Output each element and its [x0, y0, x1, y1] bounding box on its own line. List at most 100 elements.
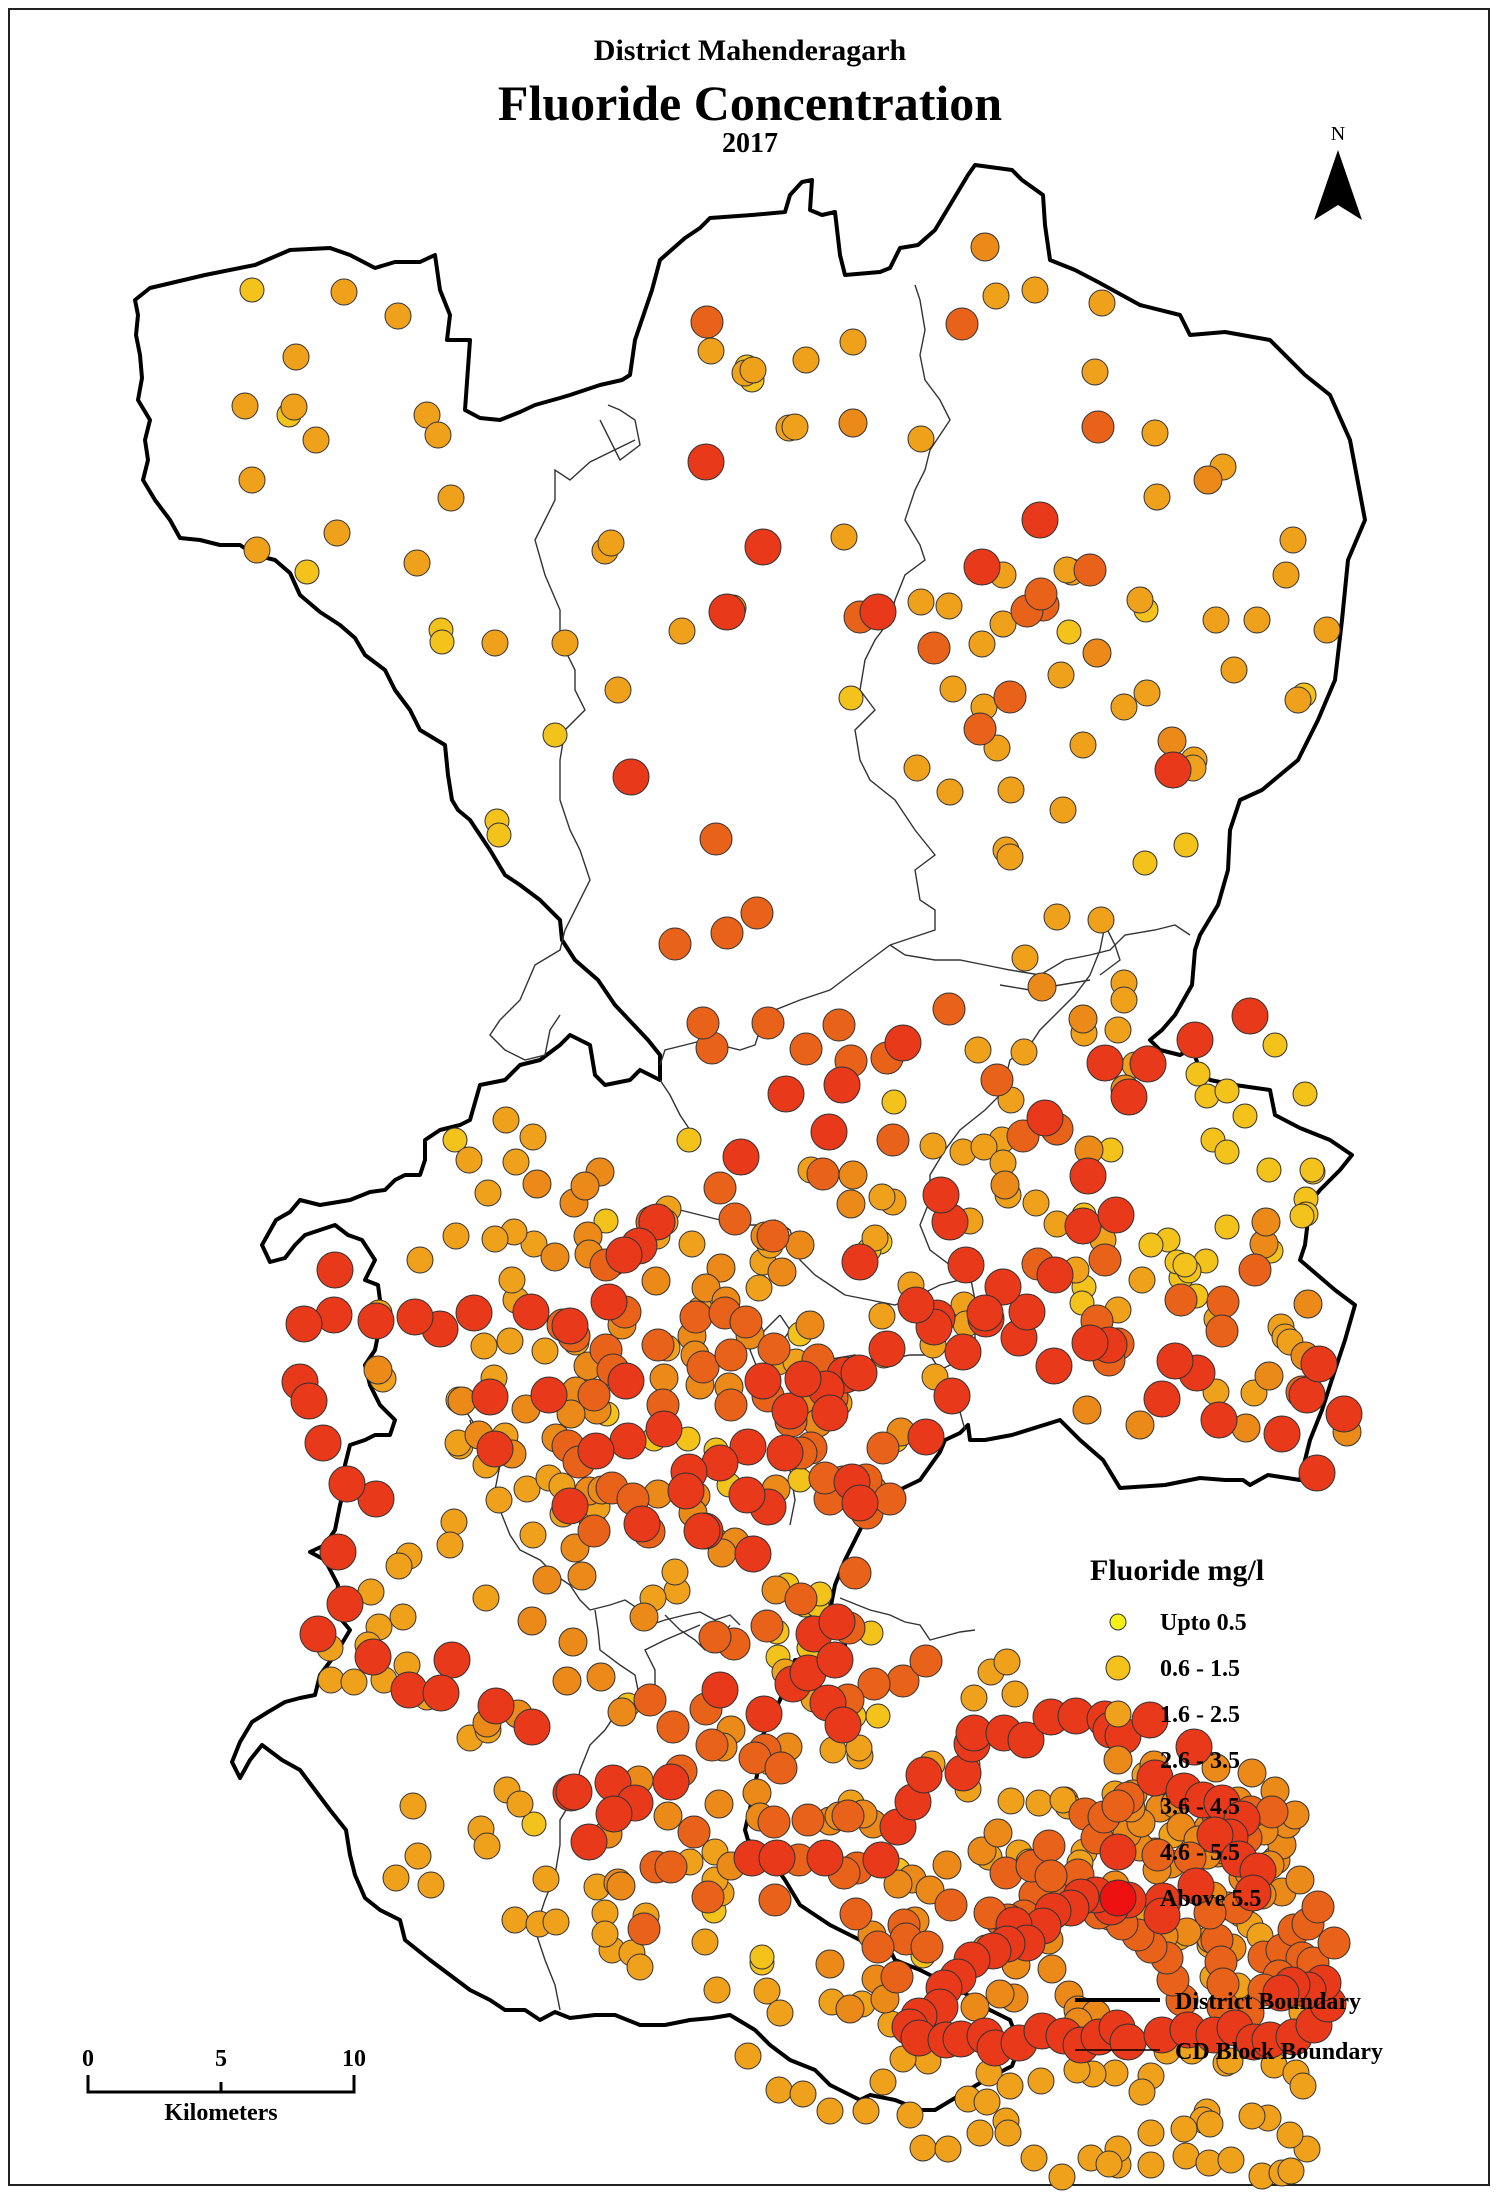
sample-point — [570, 1823, 608, 1861]
sample-point — [1068, 1004, 1098, 1034]
sample-point — [1011, 944, 1039, 972]
sample-point — [905, 1756, 943, 1794]
sample-point — [1048, 2163, 1076, 2191]
sample-point — [1193, 465, 1223, 495]
sample-point — [577, 1432, 615, 1470]
sample-point — [960, 1684, 988, 1712]
sample-point — [552, 1666, 582, 1696]
sample-point — [758, 1839, 796, 1877]
sample-point — [363, 1355, 393, 1385]
sample-point — [481, 1225, 509, 1253]
sample-point — [947, 1246, 985, 1284]
sample-point — [326, 1585, 364, 1623]
sample-point — [1217, 2146, 1245, 2174]
legend-items: Upto 0.5 0.6 - 1.5 1.6 - 2.5 2.6 - 3.5 3.6 -… — [1099, 1610, 1261, 1917]
sample-point — [687, 443, 725, 481]
sample-point — [1049, 1786, 1077, 1814]
sample-point — [1301, 1890, 1335, 1924]
sample-point — [654, 1850, 688, 1884]
sample-point — [455, 1146, 483, 1174]
sample-point — [302, 426, 330, 454]
sample-point — [970, 232, 1000, 262]
sample-point — [963, 712, 997, 746]
sample-point — [753, 1977, 781, 2005]
sample-point — [734, 2042, 762, 2070]
sample-point — [667, 1472, 705, 1510]
sample-point — [485, 1486, 513, 1514]
sample-point — [1069, 731, 1097, 759]
sample-point — [686, 1006, 720, 1040]
sample-point — [1292, 1081, 1318, 1107]
sample-point — [758, 1883, 792, 1917]
sample-point — [718, 1202, 752, 1236]
sample-point — [993, 1648, 1021, 1676]
sample-point — [424, 421, 452, 449]
sample-point — [319, 1533, 357, 1571]
sample-point — [330, 278, 358, 306]
sample-points — [231, 232, 1363, 2191]
sample-point — [1263, 1415, 1301, 1453]
sample-point — [577, 1378, 611, 1412]
sample-point — [1010, 1038, 1038, 1066]
sample-point — [868, 1183, 896, 1211]
sample-point — [1047, 661, 1075, 689]
sample-point — [934, 1888, 968, 1922]
sample-point — [385, 1552, 413, 1580]
sample-point — [1024, 577, 1058, 611]
sample-point — [703, 1976, 731, 2004]
sample-point — [1289, 2072, 1317, 2100]
sample-point — [623, 1505, 661, 1543]
sample-point — [627, 1912, 661, 1946]
sample-point — [960, 1992, 990, 2022]
map-title: Fluoride Concentration — [497, 75, 1003, 131]
sample-point — [993, 680, 1027, 714]
sample-point — [1132, 850, 1158, 876]
sample-point — [498, 1266, 526, 1294]
sample-point — [1110, 693, 1138, 721]
sample-point — [606, 1871, 636, 1901]
legend-symbol — [1101, 1789, 1135, 1823]
sample-point — [1206, 1285, 1240, 1319]
sample-point — [1276, 2121, 1304, 2149]
sample-point — [861, 1224, 889, 1252]
sample-point — [1034, 1859, 1068, 1893]
sample-point — [1200, 1401, 1238, 1439]
sample-point — [447, 1386, 477, 1416]
sample-point — [477, 1687, 515, 1725]
sample-point — [1185, 1061, 1211, 1087]
sample-point — [676, 1127, 702, 1153]
legend-symbol — [1109, 1613, 1127, 1631]
map-year: 2017 — [722, 128, 778, 159]
sample-point — [294, 559, 320, 585]
sample-point — [1110, 1078, 1148, 1116]
sample-point — [881, 1089, 907, 1115]
sample-point — [896, 2101, 924, 2129]
legend-symbol — [1099, 1833, 1137, 1871]
sample-point — [506, 1790, 534, 1818]
sample-point — [422, 1674, 460, 1712]
scale-tick-10: 10 — [342, 2046, 366, 2072]
sample-point — [1125, 1410, 1155, 1440]
sample-point — [706, 1253, 736, 1283]
sample-point — [1072, 1395, 1102, 1425]
sample-point — [658, 927, 692, 961]
sample-point — [1201, 1753, 1231, 1783]
sample-point — [1043, 903, 1071, 931]
sample-point — [496, 1327, 524, 1355]
sample-point — [1143, 483, 1171, 511]
sample-point — [862, 1841, 900, 1879]
sample-point — [239, 277, 265, 303]
sample-point — [626, 1953, 654, 1981]
sample-point — [838, 685, 864, 711]
sample-point — [932, 992, 966, 1026]
sample-point — [699, 822, 733, 856]
sample-point — [492, 1106, 520, 1134]
sample-point — [595, 1795, 633, 1833]
sample-point — [997, 1787, 1025, 1815]
sample-point — [964, 1036, 992, 1064]
sample-point — [909, 2134, 937, 2162]
sample-point — [865, 1703, 891, 1729]
sample-point — [714, 1338, 748, 1372]
sample-point — [1279, 526, 1307, 554]
sample-point — [1216, 2047, 1244, 2075]
